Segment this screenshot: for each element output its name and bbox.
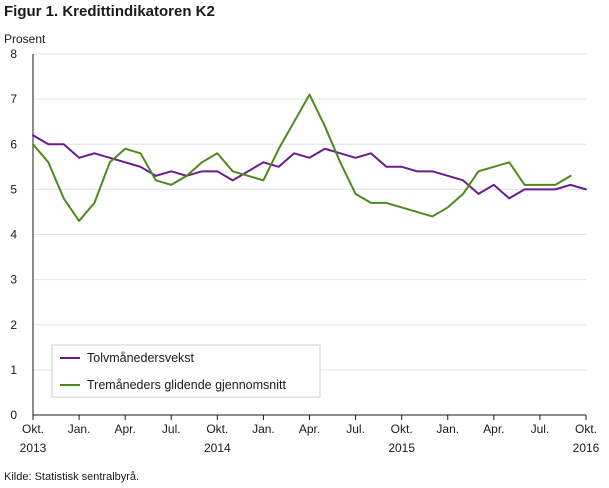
x-tick-label: Jul. (346, 422, 365, 436)
x-axis-ticks: Okt. 2013 Jan. Apr. Jul. Okt. 2014 Jan. Apr. Jul.… (20, 415, 600, 455)
x-tick-label: Apr. (299, 422, 320, 436)
legend-items: Tolvmånedersvekst Tremåneders glidende gj… (60, 351, 286, 392)
series-line-1 (32, 134, 587, 200)
x-tick-label: Okt. (206, 422, 228, 436)
x-tick-label: Okt. (391, 422, 413, 436)
x-tick-label: Jan. (252, 422, 275, 436)
x-tick-label: Okt. (22, 422, 44, 436)
x-tick-label: Jan. (436, 422, 459, 436)
gridlines (33, 53, 586, 371)
x-tick-year-label: 2014 (204, 441, 231, 455)
data-series (32, 93, 587, 222)
y-tick-label: 1 (10, 363, 17, 377)
x-tick-label: Okt. (575, 422, 597, 436)
y-tick-label: 8 (10, 47, 17, 61)
series-line-2 (32, 93, 572, 222)
y-tick-label: 6 (10, 137, 17, 151)
x-tick-year-label: 2016 (573, 441, 600, 455)
x-tick-year-label: 2013 (20, 441, 47, 455)
x-tick-label: Apr. (114, 422, 135, 436)
y-tick-label: 3 (10, 273, 17, 287)
y-tick-label: 0 (10, 408, 17, 422)
x-tick-label: Apr. (483, 422, 504, 436)
x-tick-label: Jul. (531, 422, 550, 436)
source-note: Kilde: Statistisk sentralbyrå. (4, 471, 140, 483)
legend: Tolvmånedersvekst Tremåneders glidende gj… (51, 344, 321, 398)
y-tick-label: 7 (10, 92, 17, 106)
legend-label-1: Tolvmånedersvekst (87, 351, 195, 365)
y-tick-label: 2 (10, 318, 17, 332)
x-tick-year-label: 2015 (388, 441, 415, 455)
x-tick-label: Jan. (68, 422, 91, 436)
y-axis-ticks: 0 1 2 3 4 5 6 7 8 (10, 47, 17, 422)
y-axis-unit-label: Prosent (4, 32, 46, 46)
chart-title: Figur 1. Kredittindikatoren K2 (4, 3, 215, 20)
x-tick-label: Jul. (162, 422, 181, 436)
legend-box (51, 344, 321, 398)
y-tick-label: 5 (10, 182, 17, 196)
y-tick-label: 4 (10, 228, 17, 242)
legend-label-2: Tremåneders glidende gjennomsnitt (87, 378, 286, 392)
